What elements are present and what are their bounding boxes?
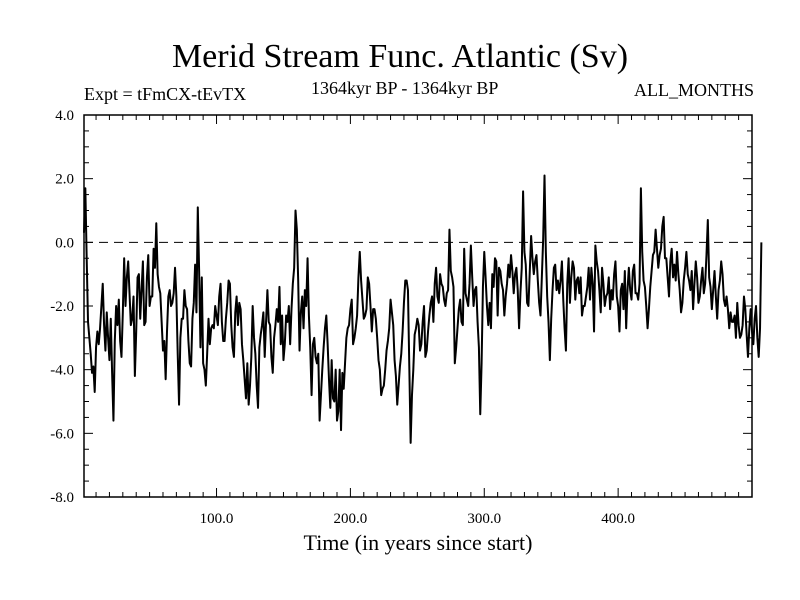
y-tick-label: -4.0 bbox=[50, 363, 74, 379]
series-line bbox=[83, 174, 763, 444]
x-tick-label: 100.0 bbox=[200, 511, 234, 527]
axis-tick-labels: 100.0 200.0 300.0 400.0 -8.0 -6.0 -4.0 -2.0 0.0 2… bbox=[50, 108, 635, 527]
x-tick-label: 300.0 bbox=[467, 511, 501, 527]
y-tick-label: -8.0 bbox=[50, 490, 74, 506]
period-annotation: 1364kyr BP - 1364kyr BP bbox=[311, 78, 499, 98]
plot-frame bbox=[83, 114, 753, 498]
x-tick-label: 200.0 bbox=[334, 511, 368, 527]
y-tick-label: -2.0 bbox=[50, 299, 74, 315]
y-tick-label: 0.0 bbox=[55, 235, 74, 251]
y-tick-label: -6.0 bbox=[50, 426, 74, 442]
chart-title: Merid Stream Func. Atlantic (Sv) bbox=[171, 38, 629, 75]
y-tick-label: 2.0 bbox=[55, 172, 74, 188]
y-tick-label: 4.0 bbox=[55, 108, 74, 124]
months-annotation: ALL_MONTHS bbox=[634, 80, 754, 100]
experiment-annotation: Expt = tFmCX-tEvTX bbox=[84, 84, 247, 104]
x-tick-label: 400.0 bbox=[601, 511, 635, 527]
x-axis-label: Time (in years since start) bbox=[303, 530, 533, 555]
